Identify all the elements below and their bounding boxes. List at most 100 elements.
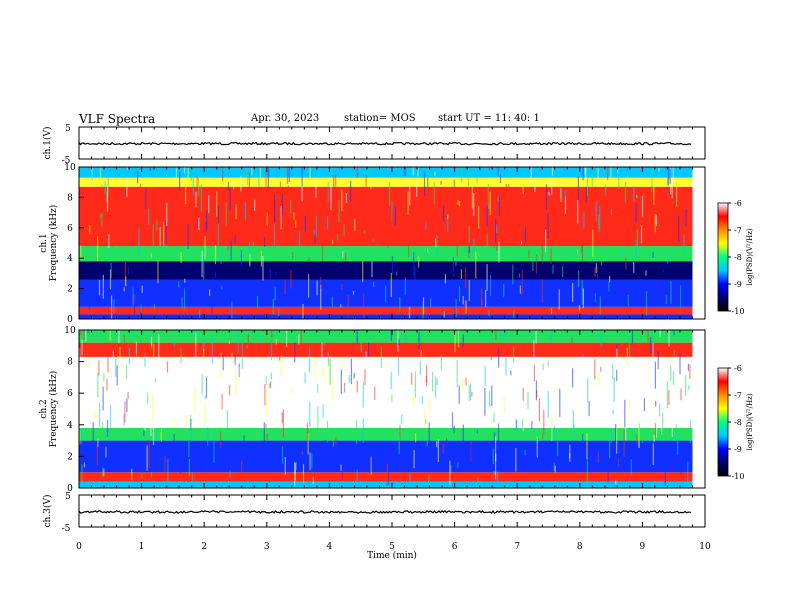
ch1s-streak — [597, 167, 599, 187]
ch2s-streak — [141, 473, 143, 479]
ch2s-streak — [307, 433, 309, 455]
ch1s-streak — [599, 205, 601, 232]
ch2s-streak — [600, 406, 602, 427]
ch1s-streak — [390, 272, 392, 298]
ch2s-streak — [131, 449, 133, 467]
ch1s-streak — [301, 182, 303, 202]
ch2s-streak — [572, 368, 574, 388]
ch2s-streak — [183, 330, 185, 334]
ch1s-streak — [132, 287, 134, 307]
ch1s-streak — [578, 270, 580, 288]
ch2s-streak — [300, 330, 302, 347]
ch1s-streak — [126, 167, 129, 171]
xtick-label-7: 7 — [514, 542, 520, 552]
ch1s-streak — [584, 167, 586, 175]
ch1s-streak — [298, 231, 301, 247]
ch1s-streak — [240, 250, 242, 267]
ch2s-streak — [419, 361, 421, 375]
ch1s-streak — [678, 215, 680, 242]
ch2s-streak — [179, 448, 182, 474]
ch1s-streak — [279, 181, 281, 194]
ch1s-streak — [192, 167, 195, 173]
ch1s-streak — [102, 274, 104, 299]
ch2s-streak — [484, 387, 486, 416]
ch2s-streak — [123, 414, 125, 426]
ch2s-streak — [112, 350, 114, 369]
ch2s-streak — [559, 388, 561, 418]
ch1s-streak — [653, 185, 655, 205]
ch2s-streak — [152, 419, 155, 446]
ch2s-streak — [135, 341, 138, 356]
ch2s-streak — [154, 378, 156, 383]
ch1s-streak — [524, 227, 526, 244]
ch1s-streak — [452, 257, 454, 271]
ch1s-streak — [522, 180, 524, 195]
ch2s-streak — [388, 467, 390, 485]
ch2s-streak — [615, 479, 617, 485]
ch1s-streak — [422, 303, 424, 319]
ch2s-streak — [600, 330, 602, 347]
ch2s-streak — [322, 404, 324, 418]
ch2s-streak — [411, 372, 413, 385]
ch1s-streak — [179, 171, 181, 191]
ch2s-streak — [390, 330, 392, 341]
ch2s-streak — [332, 378, 334, 401]
ch1s-streak — [139, 183, 141, 201]
ch2s-ytick-10: 10 — [64, 326, 76, 336]
ch2s-streak — [683, 410, 685, 425]
ch1s-streak — [233, 182, 235, 189]
ch1s-streak — [641, 195, 644, 217]
ch1s-streak — [145, 189, 147, 209]
ch2s-streak — [652, 342, 654, 360]
ch2s-streak — [150, 422, 152, 436]
ch2s-streak — [449, 460, 451, 486]
ch2s-streak — [330, 390, 332, 414]
ch3-wave-trace — [78, 509, 692, 515]
ch1s-streak — [266, 212, 268, 226]
ch1s-streak — [485, 290, 487, 307]
ch2s-streak — [668, 390, 670, 405]
ch2s-streak — [594, 359, 596, 380]
ch2s-streak — [484, 365, 486, 387]
ch1s-streak — [547, 213, 549, 239]
ch1s-streak — [461, 167, 463, 183]
ch1s-streak — [608, 281, 610, 292]
ch1s-streak — [577, 249, 579, 254]
ch1s-streak — [413, 252, 415, 276]
ch2s-streak — [380, 346, 382, 368]
ch2s-streak — [543, 409, 545, 434]
ch1s-streak — [548, 192, 550, 196]
ch2s-streak — [221, 393, 223, 410]
ch1s-streak — [91, 171, 93, 181]
ch2s-streak — [476, 429, 478, 434]
ch2s-streak — [552, 393, 554, 398]
ch1s-streak — [198, 171, 200, 197]
ch2s-streak — [107, 357, 109, 373]
ch2s-cb-ticklabel--9: -9 — [734, 445, 742, 454]
ch2s-streak — [497, 471, 499, 485]
ch2s-streak — [281, 412, 283, 424]
ch1s-streak — [175, 167, 177, 183]
ch1s-streak — [320, 284, 322, 310]
ch1s-streak — [423, 172, 426, 197]
ch1s-streak — [636, 194, 638, 198]
ch1s-streak — [124, 201, 126, 226]
ch2s-streak — [343, 383, 346, 393]
ch2s-streak — [613, 377, 615, 402]
ch1s-streak — [559, 189, 562, 196]
ch1s-streak — [432, 197, 434, 220]
ch1s-streak — [581, 237, 584, 262]
ch1s-streak — [99, 167, 102, 184]
ch1s-streak — [86, 167, 88, 175]
ch1s-streak — [206, 210, 208, 230]
ch2s-streak — [239, 366, 241, 390]
ch1s-streak — [577, 199, 579, 224]
ch2s-streak — [158, 334, 160, 361]
ch3-wave-frame — [78, 494, 706, 528]
ch1s-streak — [284, 279, 286, 295]
ch1s-streak — [534, 179, 536, 193]
ch1s-streak — [159, 227, 161, 246]
ch2s-streak — [680, 461, 682, 475]
ch2s-streak — [79, 348, 81, 372]
ch2s-streak — [398, 434, 400, 454]
